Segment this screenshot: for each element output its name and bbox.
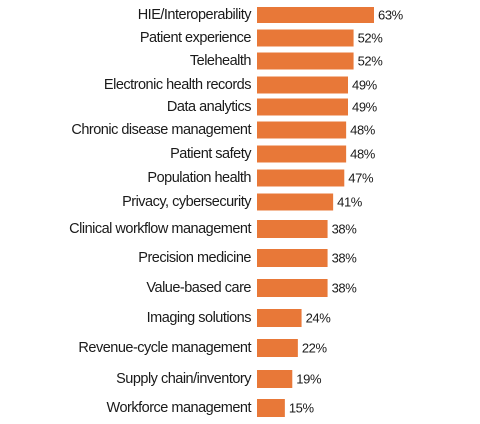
value-labels: 63%52%52%49%49%48%48%47%41%38%38%38%24%2… — [289, 8, 404, 416]
category-label: Supply chain/inventory — [116, 371, 252, 387]
category-label: Imaging solutions — [147, 310, 252, 326]
value-label: 63% — [378, 8, 404, 23]
category-label: Patient experience — [140, 30, 252, 46]
bar — [257, 98, 348, 116]
category-label: Revenue-cycle management — [78, 340, 251, 356]
bar — [257, 7, 374, 23]
category-label: HIE/Interoperability — [138, 7, 253, 23]
bar — [257, 29, 354, 47]
value-label: 52% — [358, 31, 384, 46]
bar — [257, 220, 328, 238]
value-label: 15% — [289, 401, 315, 416]
value-label: 24% — [306, 311, 332, 326]
bar — [257, 309, 302, 327]
bar — [257, 145, 347, 163]
category-label: Value-based care — [146, 280, 251, 296]
value-label: 48% — [350, 147, 376, 162]
category-label: Data analytics — [167, 99, 251, 115]
value-label: 47% — [348, 171, 374, 186]
category-label: Precision medicine — [138, 250, 251, 266]
bar — [257, 169, 345, 187]
bar — [257, 52, 354, 70]
bar — [257, 279, 328, 297]
bar — [257, 339, 298, 357]
value-label: 38% — [332, 251, 358, 266]
value-label: 38% — [332, 222, 358, 237]
bar — [257, 399, 285, 417]
value-label: 19% — [296, 372, 322, 387]
bar — [257, 76, 348, 94]
bar — [257, 249, 328, 267]
category-label: Electronic health records — [104, 77, 251, 93]
category-label: Chronic disease management — [71, 122, 251, 138]
value-label: 48% — [350, 123, 376, 138]
value-label: 49% — [352, 78, 378, 93]
category-label: Population health — [147, 170, 251, 186]
category-label: Clinical workflow management — [69, 221, 251, 237]
value-label: 22% — [302, 341, 328, 356]
bar — [257, 121, 347, 139]
category-label: Privacy, cybersecurity — [122, 194, 252, 210]
bar — [257, 193, 334, 211]
category-labels: HIE/Interoperability Patient experience Te… — [69, 7, 253, 416]
value-label: 49% — [352, 100, 378, 115]
category-label: Workforce management — [107, 400, 252, 416]
bar — [257, 370, 293, 388]
value-label: 38% — [332, 281, 358, 296]
value-label: 52% — [358, 54, 384, 69]
category-label: Patient safety — [170, 146, 252, 162]
value-label: 41% — [337, 195, 363, 210]
category-label: Telehealth — [190, 53, 252, 69]
bars — [257, 7, 374, 417]
